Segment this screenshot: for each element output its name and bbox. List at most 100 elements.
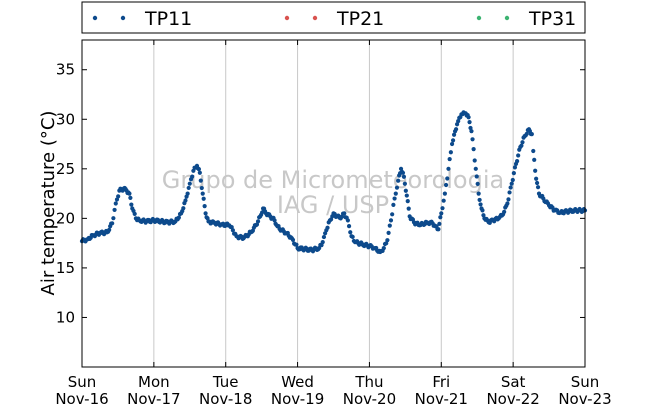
legend-label-tp21: TP21 <box>336 8 384 30</box>
x-tick-label-day: Mon <box>138 373 170 391</box>
data-point <box>176 215 181 220</box>
x-tick-label-date: Nov-22 <box>486 390 539 408</box>
data-point <box>386 230 391 236</box>
data-point <box>510 177 515 183</box>
plot-frame <box>81 39 586 368</box>
x-tick-label-date: Nov-17 <box>127 390 180 408</box>
data-point <box>112 207 117 213</box>
data-point <box>342 211 347 216</box>
data-point <box>129 202 134 207</box>
data-point <box>512 165 518 170</box>
data-point <box>114 197 120 202</box>
grid-lines <box>153 40 514 367</box>
data-point <box>469 129 474 134</box>
data-point <box>519 143 524 148</box>
data-point <box>529 132 534 137</box>
x-tick-label-date: Nov-16 <box>55 390 108 408</box>
data-point <box>477 197 482 203</box>
data-point <box>447 156 452 162</box>
data-point <box>509 181 514 186</box>
data-point <box>320 240 325 245</box>
data-point <box>128 195 133 200</box>
data-point <box>201 196 206 201</box>
data-point <box>480 208 485 213</box>
data-point <box>401 174 407 179</box>
data-point <box>346 224 352 229</box>
legend-marker-tp21 <box>312 15 318 21</box>
data-point <box>514 159 520 164</box>
y-tick-label: 15 <box>56 259 75 277</box>
data-point <box>400 170 406 175</box>
data-point <box>197 170 202 175</box>
x-tick-label-day: Sun <box>68 373 97 391</box>
legend-marker-tp11 <box>120 15 126 21</box>
y-tick-label: 20 <box>56 209 75 227</box>
data-points <box>79 110 588 255</box>
data-point <box>183 198 188 203</box>
data-point <box>438 215 443 220</box>
data-point <box>190 174 195 179</box>
x-tick-label-date: Nov-23 <box>558 390 611 408</box>
data-point <box>406 206 411 211</box>
x-tick-label-date: Nov-20 <box>343 390 396 408</box>
data-point <box>294 242 299 247</box>
x-tick-label-date: Nov-18 <box>199 390 252 408</box>
data-point <box>446 166 451 171</box>
data-point <box>472 158 477 163</box>
data-point <box>113 201 118 206</box>
x-tick-label-day: Sat <box>501 373 526 391</box>
data-point <box>451 132 457 137</box>
x-tick-label-day: Sun <box>571 373 600 391</box>
data-point <box>442 191 447 196</box>
data-point <box>466 115 471 120</box>
data-point <box>345 218 350 223</box>
data-point <box>440 206 445 211</box>
data-point <box>535 185 541 190</box>
data-point <box>405 198 410 204</box>
data-point <box>181 206 186 211</box>
data-point <box>475 181 480 186</box>
data-point <box>390 212 395 217</box>
data-point <box>402 181 407 186</box>
data-point <box>534 180 540 186</box>
data-point <box>511 171 516 176</box>
data-point <box>255 219 261 224</box>
data-point <box>110 221 115 226</box>
data-point <box>325 225 330 230</box>
data-point <box>111 216 116 221</box>
data-point <box>534 176 539 181</box>
data-point <box>533 168 538 173</box>
x-tick-label-day: Wed <box>281 373 314 391</box>
data-point <box>505 201 510 206</box>
data-point <box>388 218 394 223</box>
series-tp11 <box>79 110 588 255</box>
data-point <box>468 125 473 131</box>
data-point <box>348 230 353 235</box>
data-point <box>187 181 192 186</box>
data-point <box>441 198 446 203</box>
legend-box <box>81 1 586 34</box>
data-point <box>387 223 392 228</box>
x-tick-label-day: Fri <box>432 373 450 391</box>
data-point <box>443 182 449 188</box>
data-point <box>203 211 208 216</box>
data-point <box>437 221 442 226</box>
data-point <box>481 213 486 218</box>
data-point <box>321 234 327 240</box>
legend-label-tp11: TP11 <box>144 8 192 30</box>
data-point <box>508 185 513 190</box>
y-tick-label: 35 <box>56 61 75 79</box>
data-point <box>439 211 444 216</box>
data-point <box>199 185 204 191</box>
data-point <box>381 245 386 251</box>
data-point <box>396 178 401 183</box>
watermark-line-1: Grupo de Micrometeorologia <box>162 166 504 194</box>
data-point <box>116 194 121 199</box>
legend-marker-tp31 <box>504 15 510 21</box>
data-point <box>391 202 396 208</box>
data-point <box>470 137 475 142</box>
data-point <box>449 141 455 147</box>
data-point <box>107 227 112 232</box>
y-axis-title: Air temperature (°C) <box>38 111 59 296</box>
